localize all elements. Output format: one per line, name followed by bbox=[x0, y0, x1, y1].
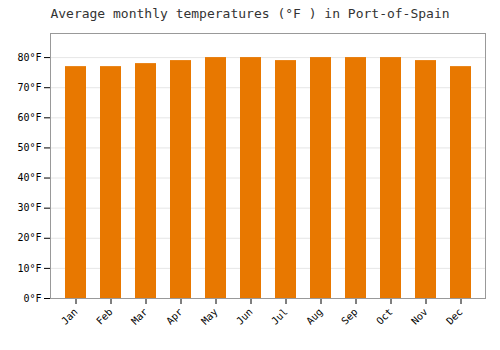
svg-text:60°F: 60°F bbox=[17, 112, 41, 123]
svg-text:70°F: 70°F bbox=[17, 82, 41, 93]
html-text:Average monthly temperatures (: Average monthly temperatures (°F ) in Po… bbox=[50, 6, 450, 21]
svg-text:May: May bbox=[199, 306, 220, 327]
svg-text:Aug: Aug bbox=[304, 306, 325, 327]
svg-text:20°F: 20°F bbox=[17, 232, 41, 243]
svg-text:50°F: 50°F bbox=[17, 142, 41, 153]
svg-text:Jun: Jun bbox=[234, 306, 255, 327]
svg-text:Nov: Nov bbox=[409, 306, 430, 327]
svg-text:Apr: Apr bbox=[164, 306, 185, 327]
svg-text:Jul: Jul bbox=[269, 306, 290, 327]
svg-text:30°F: 30°F bbox=[17, 202, 41, 213]
svg-text:Mar: Mar bbox=[129, 306, 150, 327]
svg-text:80°F: 80°F bbox=[17, 52, 41, 63]
svg-text:0°F: 0°F bbox=[23, 293, 41, 304]
svg-text:Sep: Sep bbox=[339, 306, 360, 327]
svg-text:40°F: 40°F bbox=[17, 172, 41, 183]
svg-text:10°F: 10°F bbox=[17, 263, 41, 274]
svg-text:Feb: Feb bbox=[94, 306, 115, 327]
svg-text:Dec: Dec bbox=[444, 306, 465, 327]
svg-text:Jan: Jan bbox=[59, 306, 80, 327]
svg-text:Oct: Oct bbox=[374, 306, 395, 327]
